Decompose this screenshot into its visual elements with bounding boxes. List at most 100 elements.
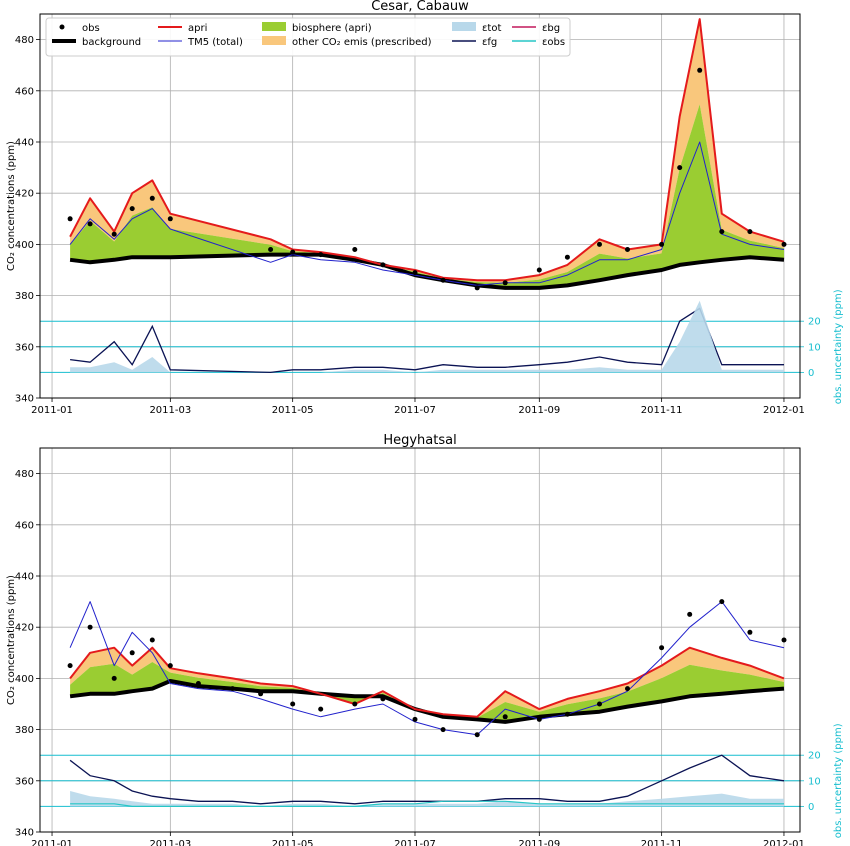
y-axis-label: CO₂ concentrations (ppm) bbox=[6, 575, 17, 705]
y-tick-label: 380 bbox=[15, 725, 34, 736]
x-tick-label: 2011-11 bbox=[641, 839, 683, 846]
x-tick-label: 2011-03 bbox=[149, 405, 191, 416]
obs-point bbox=[352, 247, 358, 252]
x-tick-label: 2012-01 bbox=[763, 405, 805, 416]
y-tick-label: 360 bbox=[15, 776, 34, 787]
obs-point bbox=[747, 229, 753, 235]
obs-point bbox=[111, 675, 117, 681]
legend-item-eps-bg: εbg bbox=[512, 23, 560, 34]
biosphere-area bbox=[70, 662, 785, 722]
obs-point bbox=[597, 241, 602, 247]
y-tick-label: 340 bbox=[15, 828, 34, 839]
obs-point bbox=[502, 714, 508, 720]
x-tick-label: 2011-01 bbox=[31, 405, 73, 416]
eps-tot-area bbox=[70, 791, 785, 807]
obs-point bbox=[597, 701, 602, 707]
legend-item-tm5: TM5 (total) bbox=[158, 37, 243, 48]
obs-point bbox=[536, 267, 542, 273]
biosphere-area bbox=[70, 104, 785, 288]
x-tick-label: 2011-07 bbox=[394, 405, 436, 416]
legend-label: εobs bbox=[542, 37, 565, 48]
panel-title: Hegyhatsal bbox=[383, 433, 456, 448]
eps-fg-line bbox=[70, 307, 784, 374]
x-tick-label: 2011-09 bbox=[518, 839, 560, 846]
y-tick-label: 480 bbox=[15, 469, 34, 480]
y2-tick-label: 20 bbox=[808, 751, 821, 762]
obs-point bbox=[67, 663, 73, 669]
obs-point bbox=[659, 241, 665, 247]
eps-obs-line bbox=[70, 800, 784, 807]
obs-point bbox=[412, 716, 418, 722]
obs-point bbox=[474, 732, 480, 738]
x-tick-label: 2012-01 bbox=[763, 839, 805, 846]
obs-point bbox=[111, 231, 117, 237]
legend-label: εbg bbox=[542, 23, 560, 34]
obs-point bbox=[697, 67, 703, 73]
legend-item-eps-fg: εfg bbox=[452, 37, 497, 48]
y2-tick-label: 20 bbox=[808, 317, 821, 328]
obs-point bbox=[67, 216, 73, 222]
y-tick-label: 460 bbox=[15, 520, 34, 531]
obs-point bbox=[87, 624, 93, 630]
y-tick-label: 460 bbox=[15, 86, 34, 97]
other-emis-area bbox=[70, 647, 785, 718]
legend-item-obs: obs bbox=[59, 23, 100, 34]
y2-tick-label: 10 bbox=[808, 342, 821, 353]
obs-point bbox=[352, 701, 358, 707]
obs-point bbox=[149, 637, 155, 643]
y2-tick-label: 10 bbox=[808, 776, 821, 787]
obs-point bbox=[380, 262, 386, 268]
legend-label: background bbox=[82, 37, 141, 48]
legend-label: εfg bbox=[482, 37, 497, 48]
legend-label: TM5 (total) bbox=[187, 37, 243, 48]
obs-point bbox=[258, 691, 264, 697]
obs-point bbox=[87, 221, 93, 227]
obs-point bbox=[502, 280, 508, 286]
obs-point bbox=[677, 165, 683, 171]
y2-tick-label: 0 bbox=[808, 368, 814, 379]
legend-marker bbox=[452, 22, 476, 31]
obs-point bbox=[318, 252, 324, 258]
y-tick-label: 380 bbox=[15, 291, 34, 302]
eps-fg-line bbox=[69, 754, 785, 805]
axes-frame bbox=[39, 13, 801, 399]
legend-item-eps-obs: εobs bbox=[512, 37, 565, 48]
obs-point bbox=[129, 650, 135, 656]
plot-area bbox=[67, 599, 787, 807]
y-tick-label: 480 bbox=[15, 35, 34, 46]
legend-item-background: background bbox=[52, 37, 141, 48]
legend-marker bbox=[262, 36, 286, 45]
panel-title: Cesar, Cabauw bbox=[371, 0, 469, 14]
grid: 2011-01 2011-03 2011-05 2011-07 2011-09 2011-… bbox=[15, 448, 821, 846]
obs-point bbox=[659, 645, 665, 651]
obs-point bbox=[230, 686, 235, 692]
obs-point bbox=[412, 270, 418, 276]
obs-point bbox=[149, 195, 155, 201]
obs-point bbox=[625, 247, 630, 252]
obs-point bbox=[564, 254, 570, 260]
x-tick-label: 2011-05 bbox=[272, 405, 314, 416]
y-tick-label: 400 bbox=[15, 240, 34, 251]
obs-point bbox=[687, 611, 693, 617]
tm5-line bbox=[69, 601, 785, 736]
y-tick-label: 420 bbox=[15, 623, 34, 634]
obs-point bbox=[268, 247, 274, 252]
panel-hegyhatsal: Hegyhatsal 2011-01 2011-03 2011-05 2011-07 2… bbox=[6, 433, 844, 846]
legend-item-apri: apri bbox=[158, 23, 207, 34]
legend-marker bbox=[59, 24, 65, 30]
y-tick-label: 340 bbox=[15, 394, 34, 405]
axes-frame bbox=[39, 447, 801, 833]
y-tick-label: 440 bbox=[15, 138, 34, 149]
x-tick-label: 2011-05 bbox=[272, 839, 314, 846]
legend-label: biosphere (apri) bbox=[292, 23, 372, 34]
obs-point bbox=[167, 663, 173, 669]
legend-item-other-emis: other CO₂ emis (prescribed) bbox=[262, 36, 432, 48]
legend-item-biosphere: biosphere (apri) bbox=[262, 22, 372, 34]
legend-marker bbox=[262, 22, 286, 31]
obs-point bbox=[167, 216, 173, 222]
obs-point bbox=[440, 277, 446, 283]
obs-point bbox=[440, 727, 446, 733]
obs-point bbox=[380, 696, 386, 702]
plot-area bbox=[67, 18, 787, 374]
